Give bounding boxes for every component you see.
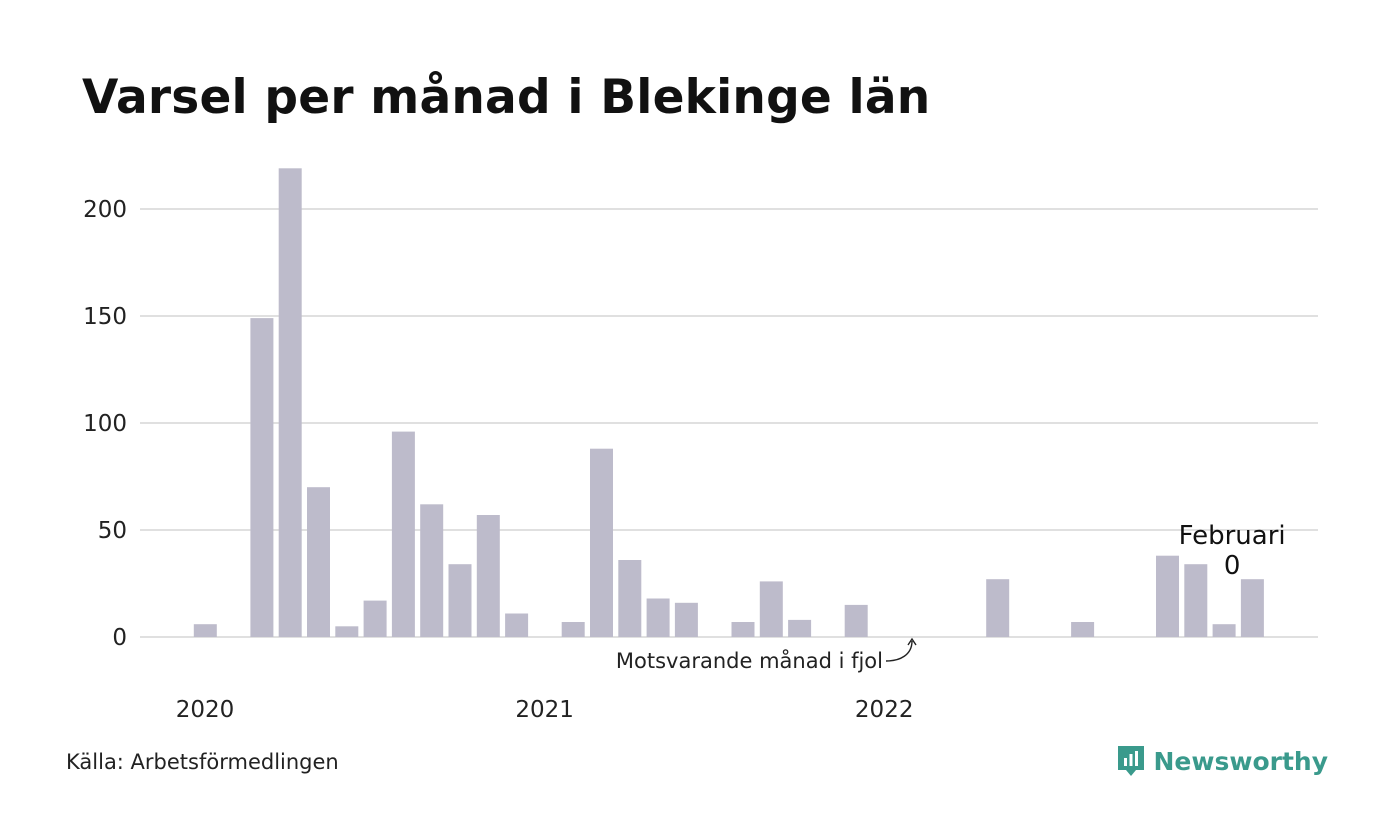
newsworthy-logo-text: Newsworthy [1153,746,1329,776]
last-month-label: Februari [1179,521,1286,551]
bar-2021-05 [618,560,642,637]
bar-2021-01 [505,613,529,637]
bar-2021-09 [731,622,755,637]
y-tick-label: 200 [83,197,127,223]
bar-2023-02 [1212,624,1236,637]
x-tick-label: 2022 [855,697,914,723]
bar-2020-06 [307,487,330,637]
bar-2020-11 [448,564,472,637]
y-tick-label: 50 [98,518,127,544]
newsworthy-logo-icon [1117,746,1144,776]
bar-2022-09 [1071,622,1095,637]
bar-2020-09 [391,431,415,637]
x-tick-label: 2021 [515,697,574,723]
bar-2022-06 [986,579,1010,637]
x-tick-label: 2020 [176,697,235,723]
bar-2023-01 [1184,564,1208,637]
previous-year-arrow [885,637,917,662]
chart-title: Varsel per månad i Blekinge län [82,70,931,125]
y-tick-label: 0 [112,625,127,651]
bar-2021-07 [674,602,698,637]
annotations: Motsvarande månad i fjol Februari 0 [616,521,1286,673]
bar-2021-04 [590,448,613,637]
newsworthy-logo: Newsworthy [1116,744,1329,778]
bar-2021-06 [646,598,670,637]
y-tick-label: 150 [83,304,127,330]
bar-2020-04 [250,318,274,637]
x-axis-ticks: 2020 2021 2022 [176,697,914,723]
previous-year-annotation: Motsvarande månad i fjol [616,648,883,673]
y-tick-label: 100 [83,411,127,437]
bar-2022-01 [844,604,868,637]
bar-2021-03 [561,622,585,637]
bar-2021-10 [759,581,783,637]
bar-2020-10 [420,504,444,637]
bar-2020-02 [193,624,217,637]
bar-2021-11 [788,619,812,637]
bar-2020-05 [278,168,302,638]
bar-chart: 0 50 100 150 200 2020 2021 2022 Motsvarande må… [83,168,1318,723]
last-month-value: 0 [1224,551,1241,581]
bar-2020-07 [335,626,359,637]
bar-undefined [1240,579,1264,637]
bar-2020-12 [476,515,500,637]
source-note: Källa: Arbetsförmedlingen [66,750,339,774]
y-axis-ticks: 0 50 100 150 200 [83,197,127,651]
bar-2020-08 [363,600,387,637]
bars [193,168,1264,638]
bar-2022-12 [1156,555,1179,637]
